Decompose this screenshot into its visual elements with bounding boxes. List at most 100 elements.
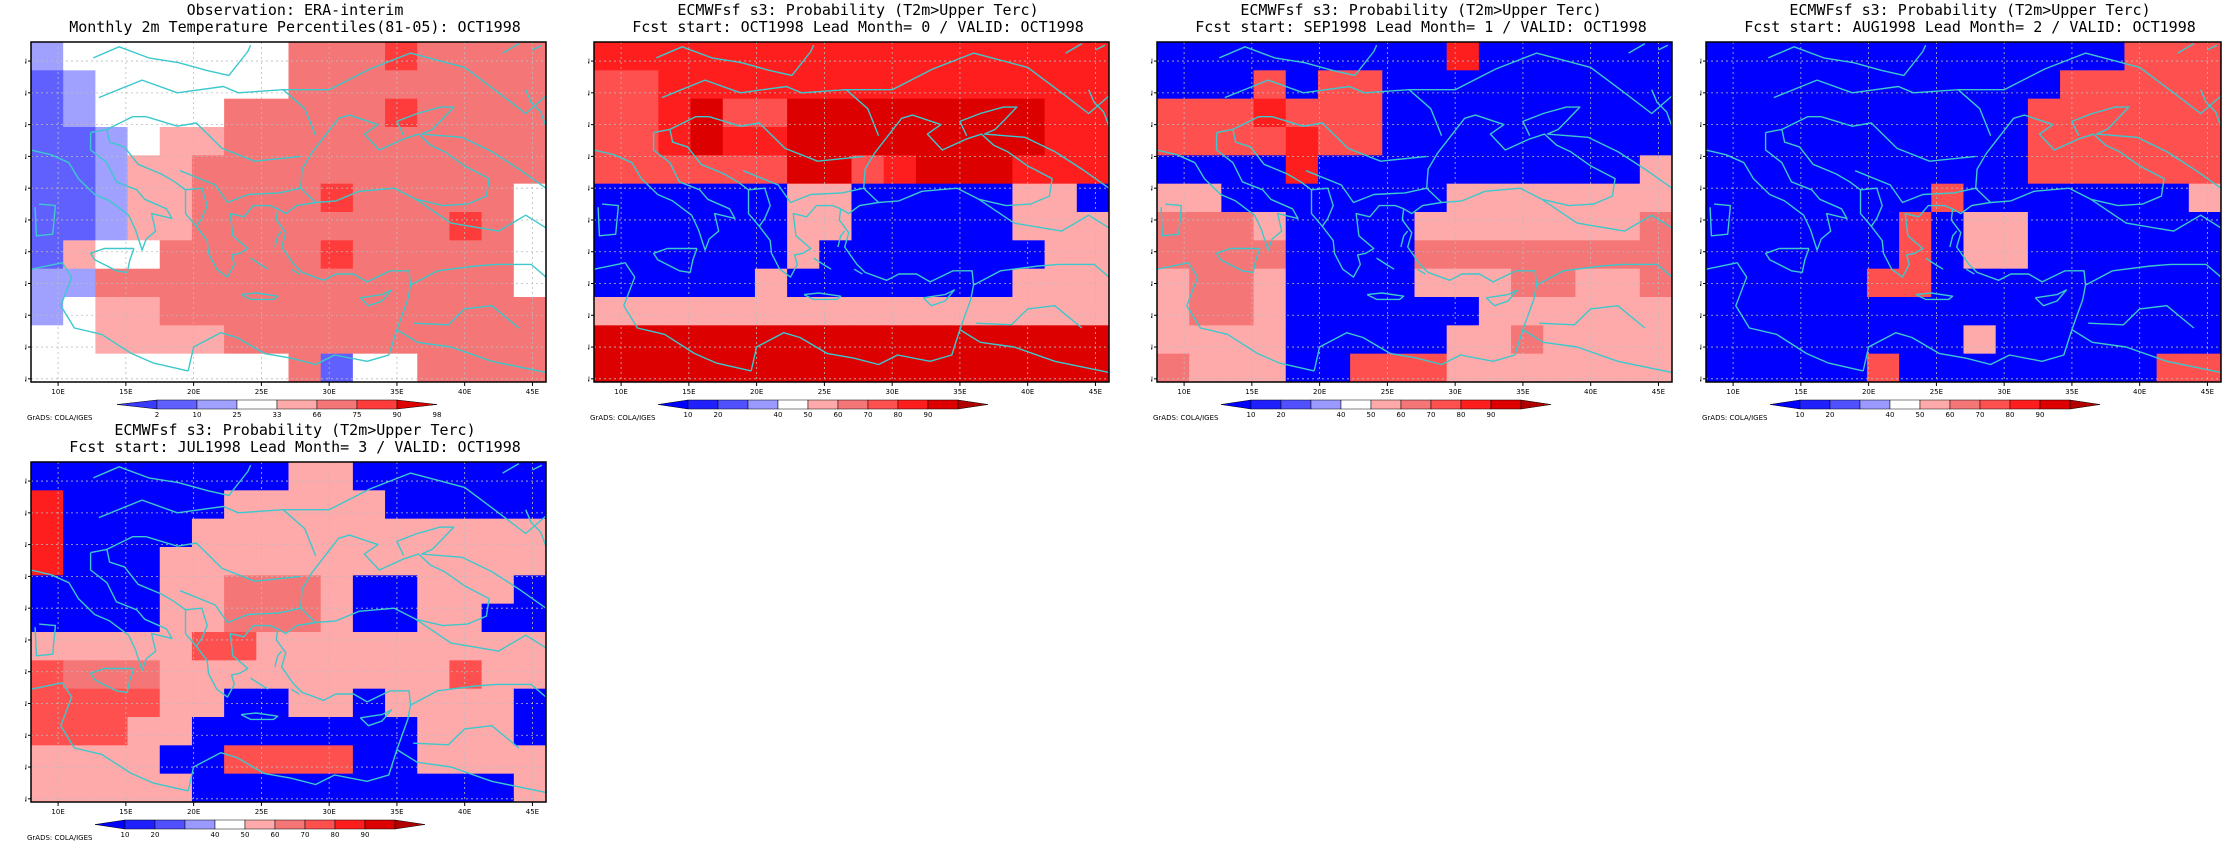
grid-cell: [449, 297, 483, 326]
grid-cell: [1963, 42, 1997, 71]
grid-cell: [1639, 42, 1672, 71]
grid-cell: [385, 240, 418, 270]
grid-cell: [1899, 212, 1932, 241]
grid-cell: [883, 353, 917, 382]
grads-credit: GrADS: COLA/IGES: [1702, 414, 1768, 422]
grid-cell: [1866, 42, 1900, 71]
grid-cell: [31, 297, 64, 326]
grid-cell: [1511, 297, 1544, 326]
grid-cell: [159, 127, 193, 156]
grid-cell: [1044, 42, 1078, 71]
grid-cell: [513, 183, 546, 213]
grid-cell: [1963, 98, 1997, 128]
grid-cell: [191, 155, 225, 185]
grid-cell: [1834, 297, 1868, 326]
grid-cell: [95, 155, 129, 185]
lat-tick-label: 34N: [588, 312, 590, 320]
grid-cell: [1706, 42, 1739, 71]
coastlines: [594, 42, 1109, 374]
grid-cell: [288, 547, 322, 576]
colorbar: 2 10 25 33 66 75 90 98: [116, 399, 441, 419]
colorbar-swatch: [687, 399, 719, 410]
grid-cell: [1543, 297, 1577, 326]
grid-cell: [191, 70, 225, 100]
grid-cell: [1012, 297, 1046, 326]
grid-cell: [352, 240, 386, 270]
grid-cell: [352, 745, 386, 775]
grid-cell: [1285, 297, 1319, 326]
colorbar-swatch: [1799, 399, 1831, 410]
grid-cell: [352, 660, 386, 690]
grid-cell: [1639, 268, 1672, 298]
grid-cell: [1382, 42, 1416, 71]
grid-cell: [787, 297, 820, 326]
grid-cell: [449, 240, 483, 270]
lon-tick-label: 30E: [322, 388, 335, 396]
grid-cell: [513, 490, 546, 520]
grid-cell: [2060, 240, 2093, 270]
grid-cell: [191, 462, 225, 491]
grid-cell: [288, 212, 322, 241]
grid-cell: [352, 42, 386, 71]
lon-tick-label: 15E: [1794, 388, 1807, 396]
grid-cell: [31, 353, 64, 382]
lon-tick-label: 40E: [1021, 388, 1034, 396]
lat-tick-label: 46N: [25, 121, 27, 129]
colorbar-swatch: [1490, 399, 1522, 410]
grid-cell: [1076, 183, 1109, 213]
grid-cell: [385, 70, 418, 100]
lon-tick-label: 15E: [682, 388, 695, 396]
grid-cell: [95, 632, 129, 661]
grid-cell: [1834, 98, 1868, 128]
grid-cell: [1575, 240, 1609, 270]
grid-cell: [1285, 70, 1319, 100]
grid-cell: [2027, 212, 2061, 241]
colorbar-swatch: [356, 399, 398, 410]
colorbar-label: 70: [1976, 411, 1985, 419]
colorbar-label: 40: [211, 831, 220, 839]
lon-tick-label: 15E: [119, 388, 132, 396]
grid-cell: [1706, 155, 1739, 185]
grid-cell: [1802, 127, 1836, 156]
grid-cell: [1706, 297, 1739, 326]
colorbar-label: 50: [804, 411, 813, 419]
grid-cell: [191, 518, 225, 548]
grid-cell: [2156, 98, 2190, 128]
grid-cell: [127, 547, 161, 576]
lon-tick-label: 45E: [526, 808, 539, 816]
grid-cell: [1738, 70, 1771, 100]
grid-cell: [63, 297, 96, 326]
grid-cell: [352, 547, 386, 576]
grid-cell: [127, 518, 161, 548]
lon-tick-label: 25E: [255, 808, 268, 816]
grid-cell: [159, 70, 193, 100]
grid-cell: [159, 490, 193, 520]
coastlines: [31, 42, 546, 374]
lat-tick-label: 36N: [25, 280, 27, 288]
grid-cell: [127, 717, 161, 746]
grid-cell: [2124, 70, 2158, 100]
grid-cell: [2027, 155, 2061, 185]
grid-cell: [352, 632, 386, 661]
grid-cell: [320, 42, 354, 71]
grid-cell: [754, 127, 788, 156]
grid-cell: [1575, 325, 1609, 355]
grid-cell: [1446, 42, 1480, 71]
grid-cell: [95, 353, 129, 382]
grid-cell: [722, 297, 756, 326]
grid-cell: [224, 98, 257, 128]
grid-cell: [980, 155, 1014, 185]
grid-cell: [1285, 240, 1319, 270]
grid-cell: [95, 42, 129, 71]
grid-cell: [320, 70, 354, 100]
panel-title: Observation: ERA-interim: [186, 1, 404, 19]
grid-cell: [1607, 98, 1641, 128]
grid-cell: [1511, 98, 1544, 128]
panel-observation: Observation: ERA-interim Monthly 2m Temp…: [25, 0, 565, 422]
grid-cell: [883, 70, 917, 100]
shaded-cells: [594, 42, 1109, 382]
lat-tick-label: 42N: [25, 185, 27, 193]
grid-cell: [754, 155, 788, 185]
lat-tick-label: 42N: [25, 605, 27, 613]
grid-cell: [722, 325, 756, 355]
